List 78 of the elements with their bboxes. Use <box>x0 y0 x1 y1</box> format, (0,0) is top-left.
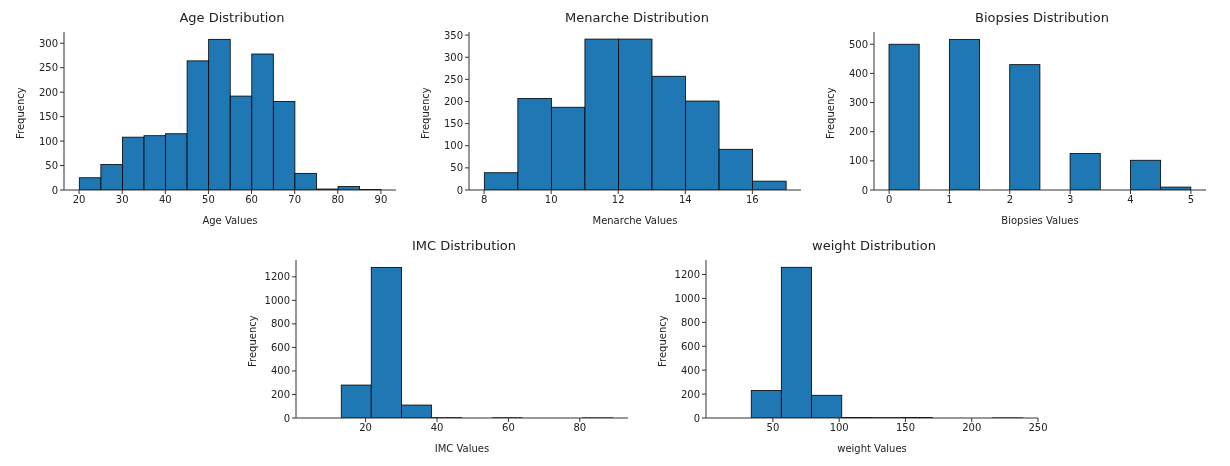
y-axis-title: Frequency <box>419 87 431 139</box>
y-tick-label: 150 <box>443 118 463 130</box>
chart-title: Age Distribution <box>178 9 286 27</box>
y-tick-label: 200 <box>38 86 58 98</box>
x-axis-title: Biopsies Values <box>1001 215 1079 226</box>
x-axis-title: Menarche Values <box>592 215 678 226</box>
chart-title: Menarche Distribution <box>564 9 710 27</box>
y-axis-title: Frequency <box>656 315 668 367</box>
x-tick-label: 20 <box>72 194 86 206</box>
y-tick-label: 600 <box>270 341 290 353</box>
y-tick-label: 1200 <box>264 271 290 283</box>
y-tick-label: 400 <box>680 364 700 376</box>
y-tick-label: 150 <box>38 111 58 123</box>
y-tick-label: 200 <box>680 388 700 400</box>
y-tick-label: 200 <box>443 96 463 108</box>
y-axis-title: Frequency <box>246 315 258 367</box>
chart-title: IMC Distribution <box>410 237 518 255</box>
y-tick-label: 0 <box>283 412 290 424</box>
y-tick-label: 800 <box>680 316 700 328</box>
x-tick-label: 16 <box>746 194 759 206</box>
y-tick-label: 0 <box>693 412 700 424</box>
x-tick-label: 14 <box>678 194 692 206</box>
y-tick-label: 500 <box>848 38 868 50</box>
x-tick-label: 80 <box>331 194 345 206</box>
y-tick-label: 0 <box>456 184 463 196</box>
y-tick-label: 800 <box>270 318 290 330</box>
x-tick-label: 250 <box>1028 422 1048 434</box>
x-tick-label: 8 <box>480 194 488 206</box>
chart-title: weight Distribution <box>811 237 937 255</box>
y-tick-label: 300 <box>848 97 868 109</box>
y-tick-label: 0 <box>861 184 868 196</box>
x-tick-label: 80 <box>573 422 587 434</box>
y-axis-title: Frequency <box>14 87 26 139</box>
y-tick-label: 1000 <box>264 294 290 306</box>
x-tick-label: 1 <box>946 194 953 206</box>
x-tick-label: 20 <box>359 422 372 434</box>
y-tick-label: 200 <box>270 389 290 401</box>
chart-title: Biopsies Distribution <box>974 9 1110 27</box>
y-tick-label: 100 <box>443 140 463 152</box>
x-tick-label: 200 <box>962 422 982 434</box>
x-tick-label: 60 <box>245 194 258 206</box>
x-tick-label: 40 <box>158 194 172 206</box>
x-axis-title: Age Values <box>202 215 258 226</box>
x-tick-label: 3 <box>1066 194 1074 206</box>
y-tick-label: 250 <box>443 73 463 85</box>
y-tick-label: 1200 <box>674 269 700 281</box>
y-tick-label: 250 <box>38 62 58 74</box>
x-axis-title: IMC Values <box>434 443 490 454</box>
x-tick-label: 50 <box>202 194 215 206</box>
y-tick-label: 400 <box>848 67 868 79</box>
x-tick-label: 0 <box>885 194 893 206</box>
y-tick-label: 50 <box>45 160 58 172</box>
x-tick-label: 90 <box>374 194 388 206</box>
y-tick-label: 600 <box>680 340 700 352</box>
y-tick-label: 300 <box>38 37 58 49</box>
y-tick-label: 50 <box>450 162 463 174</box>
y-tick-label: 200 <box>848 126 868 138</box>
y-tick-label: 100 <box>38 135 58 147</box>
x-tick-label: 2 <box>1006 194 1014 206</box>
y-tick-label: 350 <box>443 29 463 41</box>
x-tick-label: 70 <box>288 194 302 206</box>
x-tick-label: 100 <box>829 422 849 434</box>
y-axis-title: Frequency <box>824 87 836 139</box>
y-tick-label: 100 <box>848 155 868 167</box>
y-tick-label: 400 <box>270 365 290 377</box>
x-tick-label: 50 <box>766 422 780 434</box>
y-tick-label: 300 <box>443 51 463 63</box>
x-tick-label: 12 <box>611 194 625 206</box>
x-tick-label: 4 <box>1127 194 1134 206</box>
x-tick-label: 10 <box>544 194 558 206</box>
x-tick-label: 5 <box>1187 194 1195 206</box>
x-tick-label: 60 <box>502 422 515 434</box>
y-tick-label: 0 <box>51 184 58 196</box>
x-tick-label: 150 <box>895 422 916 434</box>
x-axis-title: weight Values <box>837 443 907 454</box>
y-tick-label: 1000 <box>674 292 700 304</box>
x-tick-label: 30 <box>115 194 129 206</box>
x-tick-label: 40 <box>430 422 444 434</box>
